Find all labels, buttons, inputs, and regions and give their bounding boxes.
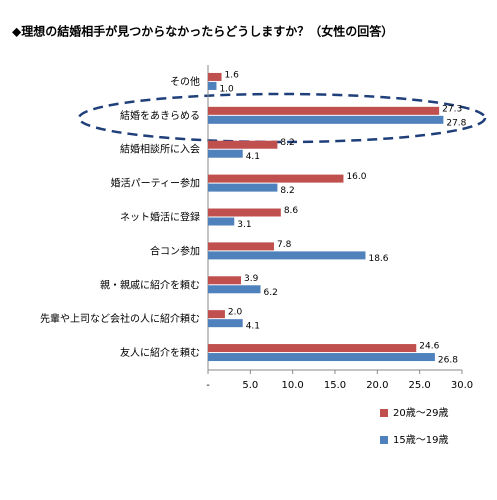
value-label: 2.0: [228, 308, 243, 318]
legend-label: 20歳～29歳: [393, 407, 448, 419]
value-label: 1.6: [225, 70, 240, 80]
y-tick-label: 合コン参加: [150, 244, 200, 257]
y-tick-label: ネット婚活に登録: [120, 211, 200, 224]
legend-swatch: [380, 436, 388, 444]
bar: [208, 217, 235, 226]
bar: [208, 208, 281, 217]
x-tick-label: 10.0: [282, 380, 304, 391]
bar: [208, 174, 344, 183]
legend-swatch: [380, 409, 388, 417]
x-tick-label: 25.0: [409, 380, 431, 391]
value-label: 26.8: [438, 356, 458, 366]
bar: [208, 310, 225, 319]
value-label: 3.1: [237, 220, 251, 230]
value-label: 4.1: [246, 152, 260, 162]
y-tick-label: その他: [170, 75, 200, 88]
y-tick-label: 友人に紹介を頼む: [120, 346, 200, 359]
bar: [208, 319, 243, 328]
bar: [208, 106, 440, 115]
y-tick-label: 親・親戚に紹介を頼む: [100, 278, 200, 291]
y-tick-label: 先輩や上司など会社の人に紹介頼む: [40, 312, 200, 325]
bar: [208, 115, 444, 124]
bar: [208, 72, 222, 81]
x-tick-label: 30.0: [451, 380, 473, 391]
value-label: 3.9: [244, 274, 259, 284]
value-label: 7.8: [277, 240, 292, 250]
x-tick-label: -: [206, 380, 210, 391]
value-label: 27.8: [446, 118, 466, 128]
bar: [208, 81, 217, 90]
value-label: 8.2: [280, 138, 294, 148]
bar: [208, 353, 435, 362]
value-label: 24.6: [419, 342, 439, 352]
value-label: 6.2: [263, 288, 277, 298]
y-tick-label: 婚活パーティー参加: [111, 177, 200, 190]
bar: [208, 251, 366, 260]
value-label: 18.6: [368, 254, 388, 264]
value-label: 8.6: [284, 206, 299, 216]
x-tick-label: 15.0: [324, 380, 346, 391]
legend-label: 15歳～19歳: [393, 434, 448, 446]
value-label: 1.0: [219, 84, 234, 94]
bar: [208, 242, 275, 251]
highlight-ellipse: [77, 92, 487, 144]
bar: [208, 183, 278, 192]
value-label: 8.2: [280, 186, 294, 196]
y-tick-label: 結婚をあきらめる: [120, 109, 200, 122]
bar: [208, 276, 242, 285]
value-label: 27.3: [442, 104, 462, 114]
bar: [208, 344, 417, 353]
bar: [208, 285, 261, 294]
x-tick-label: 5.0: [242, 380, 258, 391]
value-label: 16.0: [346, 172, 366, 182]
chart-title: ◆理想の結婚相手が見つからなかったらどうしますか？（女性の回答）: [12, 24, 393, 39]
y-tick-label: 結婚相談所に入会: [120, 143, 200, 156]
value-label: 4.1: [246, 322, 260, 332]
bar: [208, 140, 278, 149]
bar: [208, 149, 243, 158]
x-tick-label: 20.0: [366, 380, 388, 391]
